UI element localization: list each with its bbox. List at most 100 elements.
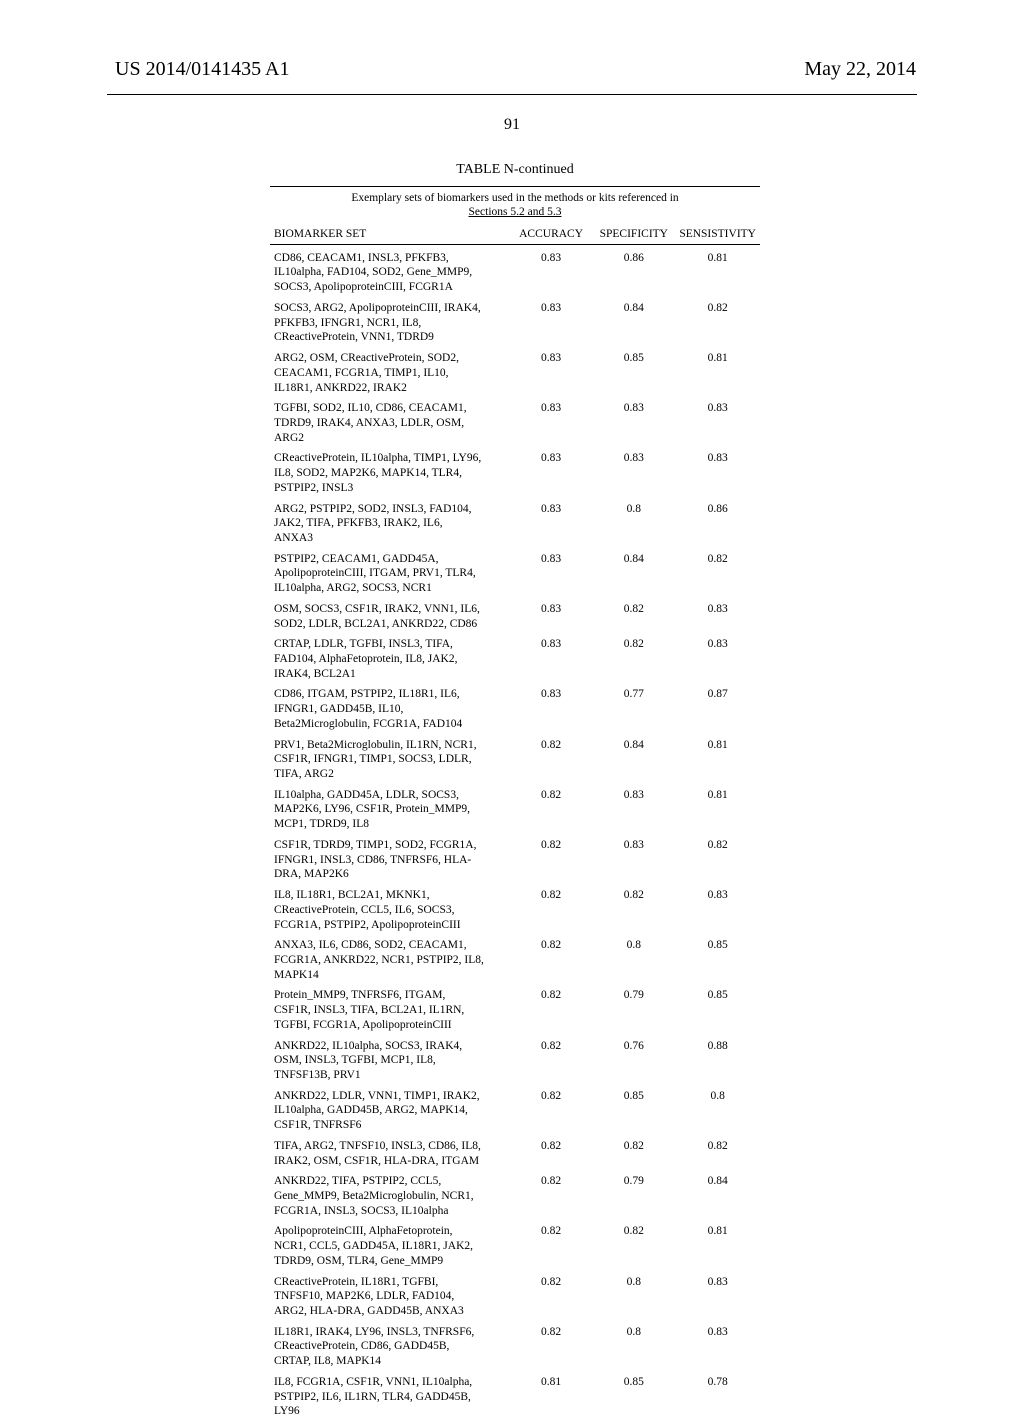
biomarker-set-cell: PSTPIP2, CEACAM1, GADD45A, bbox=[270, 546, 510, 567]
spec-cell bbox=[592, 752, 675, 767]
biomarker-table: BIOMARKER SET ACCURACY SPECIFICITY SENSI… bbox=[270, 222, 760, 1419]
table-row: IRAK4, BCL2A1 bbox=[270, 667, 760, 682]
spec-cell bbox=[592, 1339, 675, 1354]
table-row: IL10alpha, ARG2, SOCS3, NCR1 bbox=[270, 581, 760, 596]
biomarker-set-cell: PSTPIP2, INSL3 bbox=[270, 481, 510, 496]
spec-cell: 0.83 bbox=[592, 445, 675, 466]
sens-cell: 0.78 bbox=[675, 1369, 760, 1390]
biomarker-set-cell: IL8, IL18R1, BCL2A1, MKNK1, bbox=[270, 882, 510, 903]
sens-cell bbox=[675, 953, 760, 968]
biomarker-set-cell: PSTPIP2, IL6, IL1RN, TLR4, GADD45B, bbox=[270, 1390, 510, 1405]
col-specificity: SPECIFICITY bbox=[592, 222, 675, 245]
publication-number: US 2014/0141435 A1 bbox=[115, 58, 289, 81]
biomarker-set-cell: IL8, SOD2, MAP2K6, MAPK14, TLR4, bbox=[270, 466, 510, 481]
spec-cell: 0.77 bbox=[592, 681, 675, 702]
table-row: TIFA, ARG2 bbox=[270, 767, 760, 782]
acc-cell bbox=[510, 767, 592, 782]
biomarker-set-cell: OSM, INSL3, TGFBI, MCP1, IL8, bbox=[270, 1053, 510, 1068]
spec-cell bbox=[592, 1018, 675, 1033]
table-row: IRAK2, OSM, CSF1R, HLA-DRA, ITGAM bbox=[270, 1154, 760, 1169]
spec-cell bbox=[592, 1390, 675, 1405]
acc-cell bbox=[510, 617, 592, 632]
biomarker-set-cell: TIFA, ARG2, TNFSF10, INSL3, CD86, IL8, bbox=[270, 1133, 510, 1154]
acc-cell bbox=[510, 752, 592, 767]
sens-cell: 0.81 bbox=[675, 732, 760, 753]
biomarker-set-cell: MAPK14 bbox=[270, 968, 510, 983]
acc-cell bbox=[510, 1339, 592, 1354]
spec-cell bbox=[592, 265, 675, 280]
sens-cell bbox=[675, 1103, 760, 1118]
table-row: IL8, FCGR1A, CSF1R, VNN1, IL10alpha,0.81… bbox=[270, 1369, 760, 1390]
biomarker-set-cell: CReactiveProtein, IL10alpha, TIMP1, LY96… bbox=[270, 445, 510, 466]
acc-cell: 0.83 bbox=[510, 295, 592, 316]
biomarker-set-cell: FCGR1A, ANKRD22, NCR1, PSTPIP2, IL8, bbox=[270, 953, 510, 968]
biomarker-set-cell: JAK2, TIFA, PFKFB3, IRAK2, IL6, bbox=[270, 516, 510, 531]
spec-cell bbox=[592, 1354, 675, 1369]
biomarker-set-cell: TDRD9, IRAK4, ANXA3, LDLR, OSM, bbox=[270, 416, 510, 431]
sens-cell: 0.82 bbox=[675, 295, 760, 316]
table-row: ARG2, HLA-DRA, GADD45B, ANXA3 bbox=[270, 1304, 760, 1319]
spec-cell: 0.79 bbox=[592, 982, 675, 1003]
spec-cell: 0.8 bbox=[592, 1319, 675, 1340]
table-row: TNFSF10, MAP2K6, LDLR, FAD104, bbox=[270, 1289, 760, 1304]
sens-cell: 0.83 bbox=[675, 631, 760, 652]
page-number: 91 bbox=[0, 116, 1024, 134]
sens-cell bbox=[675, 466, 760, 481]
sens-cell bbox=[675, 652, 760, 667]
sens-cell bbox=[675, 617, 760, 632]
acc-cell bbox=[510, 1390, 592, 1405]
sens-cell: 0.88 bbox=[675, 1033, 760, 1054]
sens-cell: 0.8 bbox=[675, 1083, 760, 1104]
biomarker-set-cell: CEACAM1, FCGR1A, TIMP1, IL10, bbox=[270, 366, 510, 381]
acc-cell bbox=[510, 466, 592, 481]
acc-cell bbox=[510, 330, 592, 345]
spec-cell: 0.8 bbox=[592, 496, 675, 517]
biomarker-set-cell: ANKRD22, LDLR, VNN1, TIMP1, IRAK2, bbox=[270, 1083, 510, 1104]
biomarker-set-cell: CReactiveProtein, CD86, GADD45B, bbox=[270, 1339, 510, 1354]
table-row: CD86, CEACAM1, INSL3, PFKFB3,0.830.860.8… bbox=[270, 244, 760, 265]
acc-cell bbox=[510, 381, 592, 396]
acc-cell: 0.82 bbox=[510, 1083, 592, 1104]
table-row: SOCS3, ApolipoproteinCIII, FCGR1A bbox=[270, 280, 760, 295]
biomarker-set-cell: IRAK4, BCL2A1 bbox=[270, 667, 510, 682]
table-title: TABLE N-continued bbox=[270, 162, 760, 178]
table-row: IFNGR1, INSL3, CD86, TNFRSF6, HLA- bbox=[270, 853, 760, 868]
biomarker-set-cell: CReactiveProtein, IL18R1, TGFBI, bbox=[270, 1269, 510, 1290]
table-row: TDRD9, IRAK4, ANXA3, LDLR, OSM, bbox=[270, 416, 760, 431]
acc-cell: 0.83 bbox=[510, 496, 592, 517]
biomarker-set-cell: ARG2, OSM, CReactiveProtein, SOD2, bbox=[270, 345, 510, 366]
spec-cell bbox=[592, 617, 675, 632]
spec-cell bbox=[592, 316, 675, 331]
biomarker-set-cell: PRV1, Beta2Microglobulin, IL1RN, NCR1, bbox=[270, 732, 510, 753]
spec-cell bbox=[592, 566, 675, 581]
sens-cell bbox=[675, 366, 760, 381]
table-row: CReactiveProtein, CD86, GADD45B, bbox=[270, 1339, 760, 1354]
table-row: IL8, IL18R1, BCL2A1, MKNK1,0.820.820.83 bbox=[270, 882, 760, 903]
sens-cell: 0.82 bbox=[675, 1133, 760, 1154]
biomarker-set-cell: CReactiveProtein, CCL5, IL6, SOCS3, bbox=[270, 903, 510, 918]
acc-cell: 0.83 bbox=[510, 596, 592, 617]
biomarker-set-cell: OSM, SOCS3, CSF1R, IRAK2, VNN1, IL6, bbox=[270, 596, 510, 617]
acc-cell: 0.82 bbox=[510, 882, 592, 903]
acc-cell bbox=[510, 1304, 592, 1319]
spec-cell: 0.76 bbox=[592, 1033, 675, 1054]
acc-cell bbox=[510, 702, 592, 717]
acc-cell bbox=[510, 867, 592, 882]
biomarker-set-cell: CSF1R, IFNGR1, TIMP1, SOCS3, LDLR, bbox=[270, 752, 510, 767]
biomarker-set-cell: ARG2 bbox=[270, 431, 510, 446]
biomarker-set-cell: IL10alpha, GADD45B, ARG2, MAPK14, bbox=[270, 1103, 510, 1118]
spec-cell bbox=[592, 1003, 675, 1018]
table-row: Protein_MMP9, TNFRSF6, ITGAM,0.820.790.8… bbox=[270, 982, 760, 1003]
table-row: FCGR1A, ANKRD22, NCR1, PSTPIP2, IL8, bbox=[270, 953, 760, 968]
sens-cell bbox=[675, 717, 760, 732]
sens-cell bbox=[675, 581, 760, 596]
table-row: ANKRD22, IL10alpha, SOCS3, IRAK4,0.820.7… bbox=[270, 1033, 760, 1054]
table-row: ApolipoproteinCIII, AlphaFetoprotein,0.8… bbox=[270, 1218, 760, 1239]
sens-cell: 0.81 bbox=[675, 782, 760, 803]
acc-cell bbox=[510, 1204, 592, 1219]
acc-cell bbox=[510, 918, 592, 933]
table-row: MAPK14 bbox=[270, 968, 760, 983]
spec-cell: 0.84 bbox=[592, 546, 675, 567]
biomarker-set-cell: SOCS3, ARG2, ApolipoproteinCIII, IRAK4, bbox=[270, 295, 510, 316]
acc-cell bbox=[510, 416, 592, 431]
